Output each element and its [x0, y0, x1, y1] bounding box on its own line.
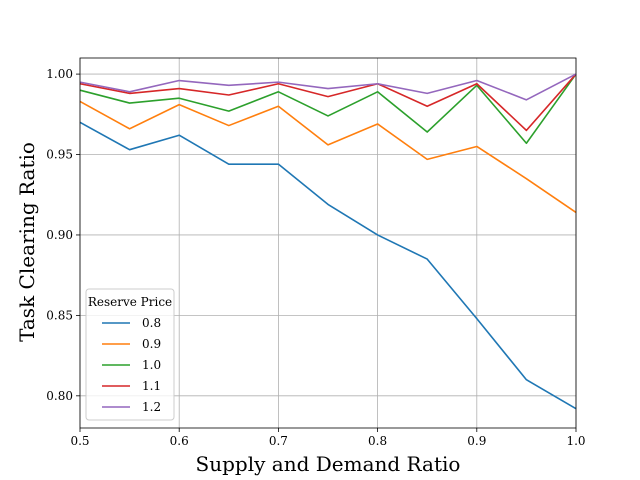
y-tick-label: 0.90 — [46, 228, 73, 242]
plot-frame — [79, 57, 577, 429]
x-tick-label: 0.8 — [368, 434, 387, 448]
y-tick-label: 1.00 — [46, 67, 73, 81]
x-tick-label: 0.9 — [467, 434, 486, 448]
legend-entries: 0.8 0.9 1.0 1.1 1.2 — [102, 316, 161, 414]
series-lines — [79, 73, 577, 410]
legend-label-1.0: 1.0 — [142, 358, 161, 372]
legend-label-1.2: 1.2 — [142, 400, 161, 414]
y-tick-label: 0.85 — [46, 308, 73, 322]
legend: Reserve Price 0.8 0.9 1.0 1.1 1.2 — [85, 288, 175, 421]
x-axis-label: Supply and Demand Ratio — [196, 452, 461, 476]
legend-label-1.1: 1.1 — [142, 379, 161, 393]
series-line-0.8 — [79, 121, 577, 410]
series-line-1.1 — [79, 73, 577, 132]
legend-box — [85, 288, 175, 421]
y-tick-label: 0.95 — [46, 148, 73, 162]
y-axis-label: Task Clearing Ratio — [15, 142, 39, 342]
x-axis-ticks: 0.5 0.6 0.7 0.8 0.9 1.0 — [70, 428, 586, 448]
series-line-1.2 — [79, 73, 577, 101]
x-tick-label: 0.6 — [170, 434, 189, 448]
x-tick-label: 0.5 — [70, 434, 89, 448]
series-line-1.0 — [79, 73, 577, 145]
legend-label-0.8: 0.8 — [142, 316, 161, 330]
y-axis-ticks: 0.80 0.85 0.90 0.95 1.00 — [46, 67, 80, 403]
y-tick-label: 0.80 — [46, 389, 73, 403]
x-tick-label: 0.7 — [269, 434, 288, 448]
x-tick-label: 1.0 — [566, 434, 585, 448]
legend-title: Reserve Price — [88, 295, 172, 309]
legend-label-0.9: 0.9 — [142, 337, 161, 351]
series-line-0.9 — [79, 100, 577, 214]
